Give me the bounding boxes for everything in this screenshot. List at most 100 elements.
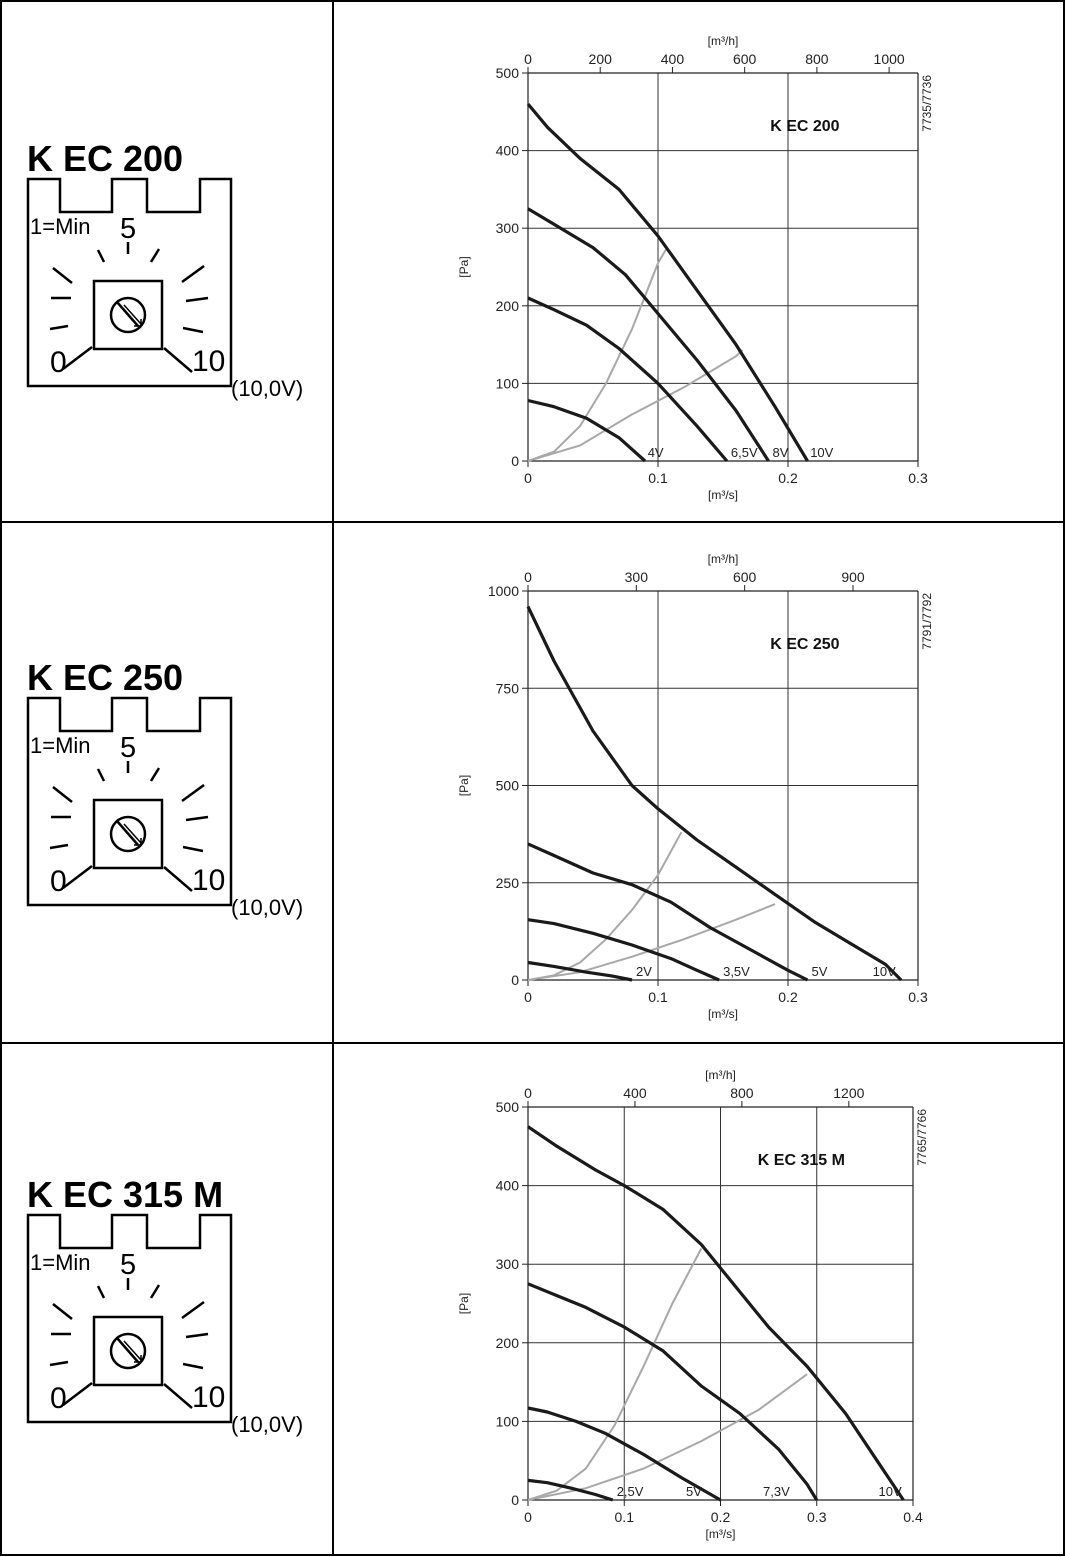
y-axis-title: [Pa] [457, 775, 471, 796]
fan-curve-10v [526, 102, 809, 462]
x-tick-label: 0 [524, 470, 532, 486]
dial-max-label: 10 [192, 864, 225, 897]
model-title: K EC 250 [27, 657, 184, 698]
dial-tick [49, 843, 69, 850]
chart-cell: 0 100 200 300 400 500 0 0.1 0.2 0.3 0 200 400 600 800 1… [333, 0, 1066, 522]
fan-curve-5v [527, 842, 809, 982]
dial-tick [149, 767, 161, 782]
dial-tick [62, 1382, 93, 1406]
dial-knob-arrowhead [134, 1355, 142, 1363]
dial-mid-label: 5 [120, 213, 136, 245]
dial-knob-arrow [123, 823, 142, 844]
chart-cell: 0 250 500 750 1000 0 0.1 0.2 0.3 0 300 600 900 [m³/s]… [333, 522, 1066, 1043]
top-tick-label: 1200 [833, 1085, 864, 1101]
y-tick-label: 400 [496, 1178, 520, 1194]
dial-knob-slash [116, 1337, 139, 1363]
fan-curve-3-5v [527, 918, 720, 982]
x-tick-label: 0.4 [903, 1509, 923, 1525]
dial-tick [49, 1360, 69, 1367]
curve-label: 6,5V [731, 445, 758, 460]
fan-curve-10v [526, 605, 903, 982]
top-tick-label: 0 [524, 1085, 532, 1101]
y-tick-label: 0 [511, 453, 519, 469]
dial-zero-label: 0 [50, 865, 67, 898]
top-tick-label: 600 [733, 569, 757, 585]
curve-label: 4V [648, 445, 664, 460]
x-tick-label: 0.1 [615, 1509, 635, 1525]
dial-housing [26, 696, 233, 907]
x-tick-label: 0.2 [778, 989, 798, 1005]
top-axis-title: [m³/h] [708, 552, 739, 566]
x-axis-title: [m³/s] [706, 1527, 736, 1541]
speed-dial-diagram: 1=Min 5 0 10 (10,0V) [20, 1210, 340, 1440]
curve-label: 10V [879, 1484, 902, 1499]
top-tick-label: 400 [661, 51, 685, 67]
dial-knob-arrowhead [134, 319, 142, 327]
dial-graphic: 1=Min 5 0 10(10,0V) [26, 696, 303, 920]
x-tick-label: 0.3 [908, 989, 928, 1005]
x-tick-label: 0.1 [648, 989, 668, 1005]
drawing-code: 7765/7766 [915, 1109, 929, 1166]
row-k-ec-250: K EC 250 1=Min 5 0 10 (10,0V) 0 250 500 750 1000… [0, 522, 1066, 1043]
dial-tick [96, 1285, 106, 1299]
fan-curve-10v [527, 1125, 905, 1501]
y-axis-title: [Pa] [457, 1293, 471, 1314]
fan-curve-2v [527, 960, 633, 982]
row-k-ec-315-m: K EC 315 M 1=Min 5 0 10 (10,0V) 0 100 200 300 40… [0, 1043, 1066, 1557]
model-cell: K EC 250 1=Min 5 0 10 (10,0V) [0, 522, 333, 1043]
dial-tick [185, 1332, 209, 1339]
curve-label: 2,5V [617, 1484, 644, 1499]
dial-tick [62, 346, 93, 370]
dial-knob-circle [109, 296, 147, 334]
system-curve [527, 903, 776, 981]
curve-label: 5V [686, 1484, 702, 1499]
dial-tick [185, 815, 209, 822]
dial-graphic: 1=Min 5 0 10(10,0V) [26, 1213, 303, 1437]
dial-housing [26, 177, 233, 388]
dial-knob-arrow [123, 1340, 142, 1361]
y-tick-label: 500 [496, 65, 520, 81]
performance-chart: 0 250 500 750 1000 0 0.1 0.2 0.3 0 300 600 900 [m³/s]… [457, 552, 934, 1021]
model-title: K EC 315 M [27, 1174, 224, 1215]
dial-tick [181, 783, 205, 803]
top-tick-label: 300 [625, 569, 649, 585]
curve-label: 10V [873, 964, 896, 979]
top-tick-label: 800 [730, 1085, 754, 1101]
dial-knob-slash [116, 820, 139, 846]
y-tick-label: 200 [496, 1335, 520, 1351]
dial-tick [182, 326, 204, 334]
dial-tick [49, 324, 69, 331]
curve-label: 5V [812, 964, 828, 979]
top-tick-label: 600 [733, 51, 757, 67]
y-tick-label: 750 [496, 680, 520, 696]
dial-tick [96, 768, 106, 782]
dial-min-label: 1=Min [30, 733, 91, 758]
fan-curve-8v [527, 207, 770, 462]
y-tick-label: 100 [496, 375, 520, 391]
dial-tick [182, 845, 204, 853]
y-tick-label: 400 [496, 143, 520, 159]
system-curve [527, 1248, 703, 1501]
y-tick-label: 300 [496, 1256, 520, 1272]
fan-curve-5v [527, 1406, 722, 1502]
dial-mid-label: 5 [120, 732, 136, 764]
model-cell: K EC 200 1=Min 5 0 10 (10,0V) [0, 0, 333, 522]
dial-tick [163, 347, 193, 373]
y-tick-label: 0 [511, 1492, 519, 1508]
curve-label: 7,3V [763, 1484, 790, 1499]
y-tick-label: 200 [496, 298, 520, 314]
y-tick-label: 0 [511, 972, 519, 988]
dial-tick [62, 865, 93, 889]
dial-tick [163, 1383, 193, 1409]
y-tick-label: 500 [496, 1099, 520, 1115]
y-tick-label: 250 [496, 875, 520, 891]
top-tick-label: 0 [524, 569, 532, 585]
dial-graphic: 1=Min 5 0 10(10,0V) [26, 177, 303, 401]
top-tick-label: 200 [589, 51, 613, 67]
dial-knob-arrow [123, 304, 142, 325]
dial-tick [96, 249, 106, 263]
x-tick-label: 0.3 [807, 1509, 827, 1525]
model-cell: K EC 315 M 1=Min 5 0 10 (10,0V) [0, 1043, 333, 1557]
